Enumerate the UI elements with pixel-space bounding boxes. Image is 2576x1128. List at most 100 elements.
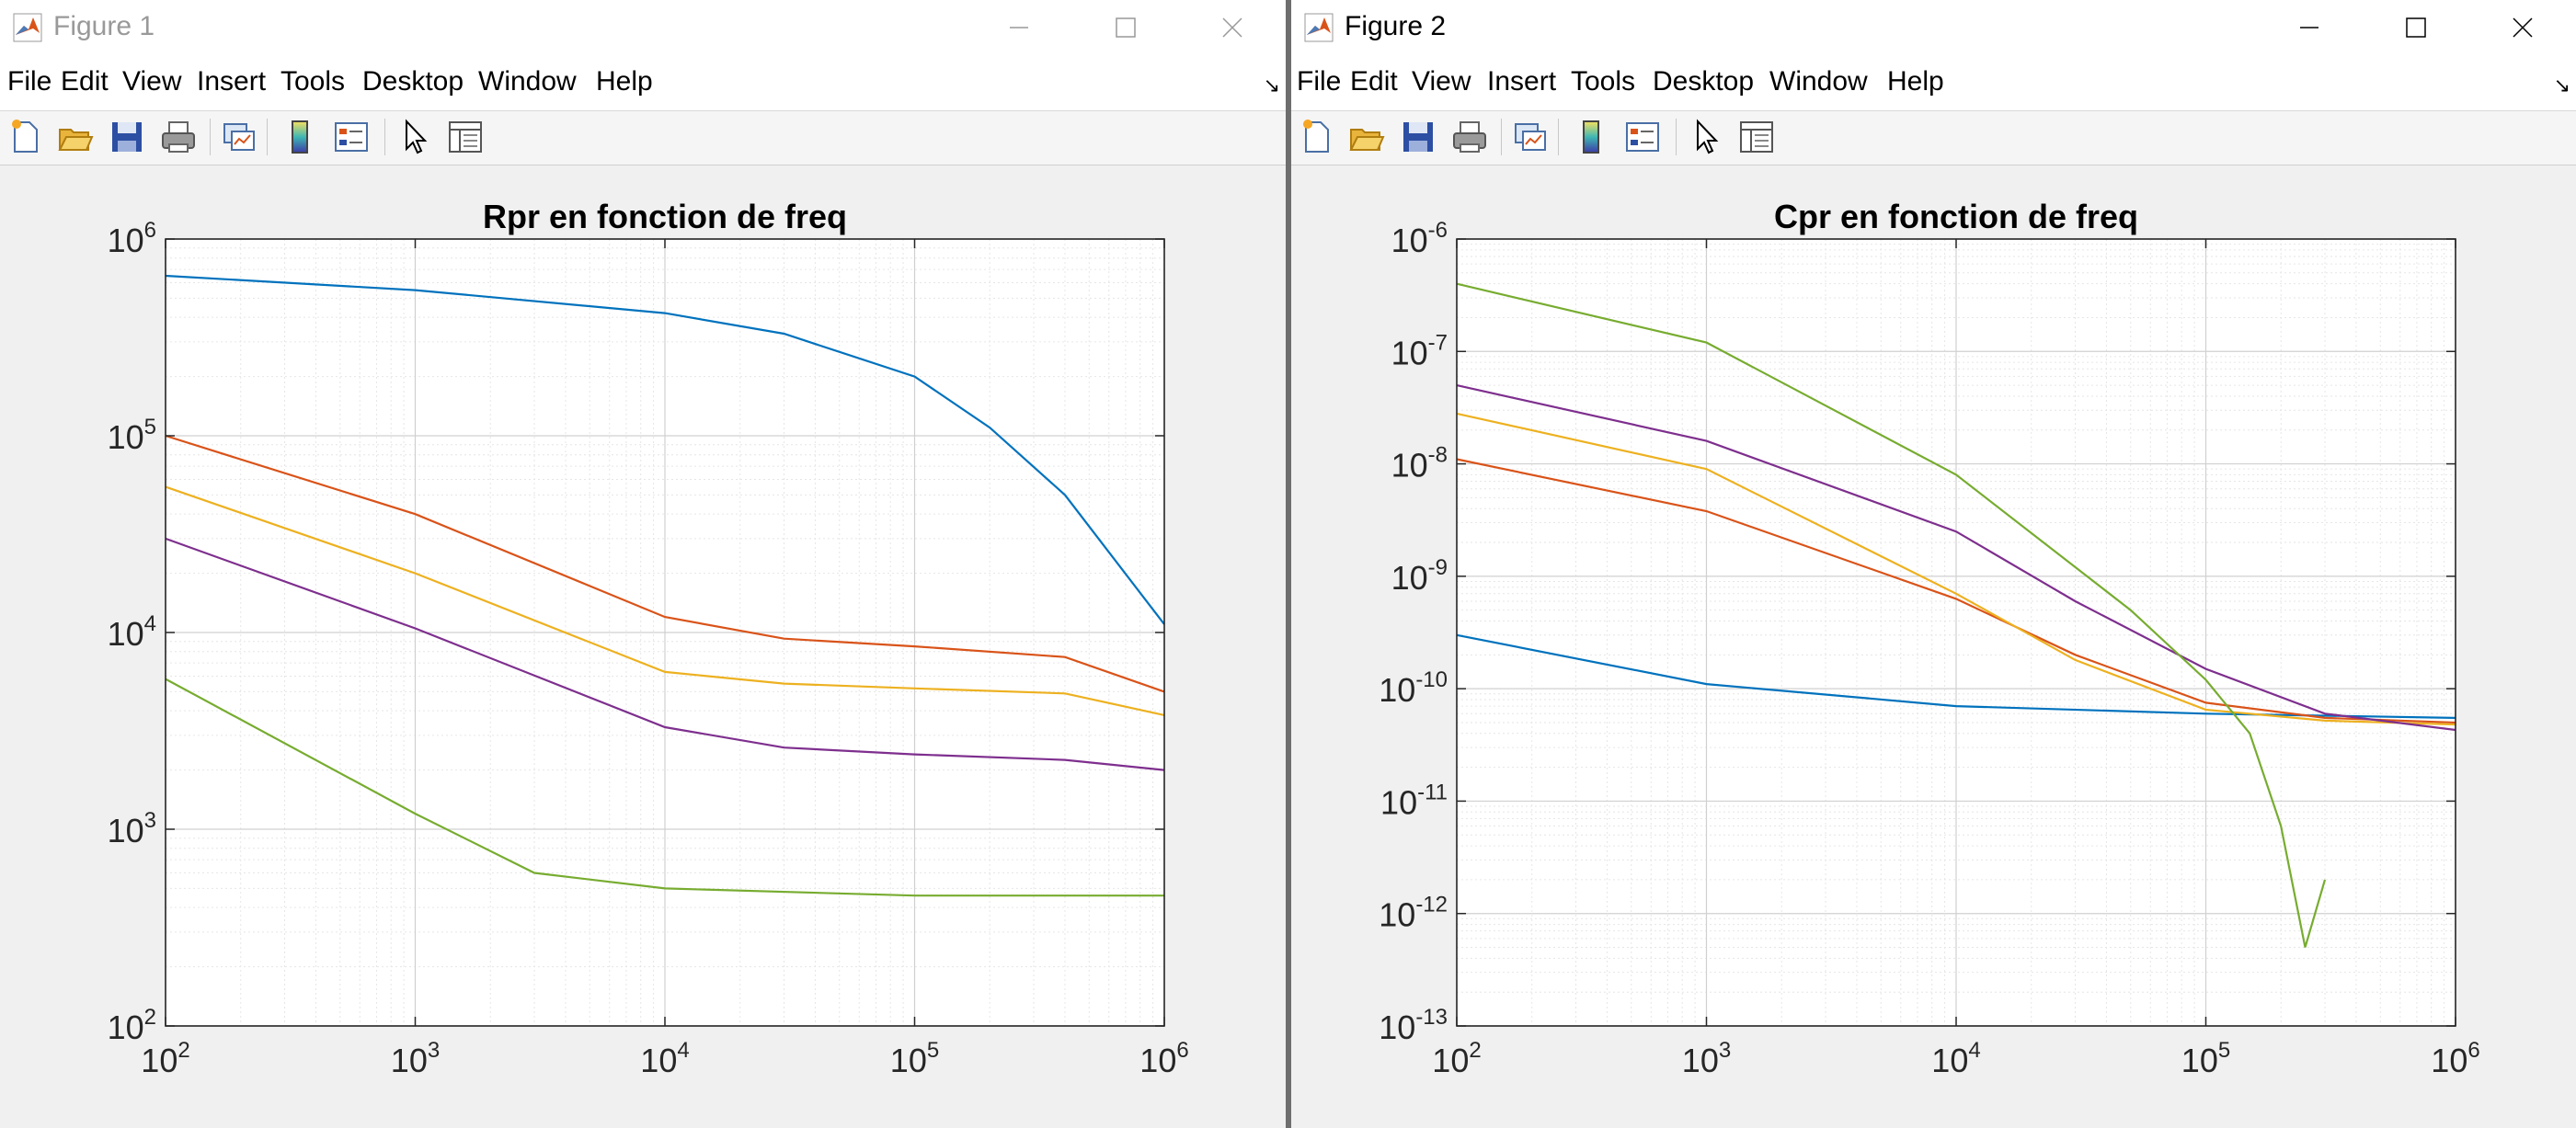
open-file-button[interactable] (53, 115, 97, 159)
close-icon (2513, 17, 2533, 38)
insert-legend-button[interactable] (329, 115, 373, 159)
print-icon (162, 121, 195, 153)
menu-help[interactable]: Help (1887, 66, 1944, 97)
series-line-1[interactable] (1456, 633, 2456, 719)
figure-toolbar (0, 110, 1286, 165)
print-icon (1453, 121, 1486, 153)
series-line-1[interactable] (165, 274, 1165, 625)
maximize-button[interactable] (2363, 0, 2469, 55)
series-line-2[interactable] (165, 434, 1165, 693)
menu-file[interactable]: File (1297, 66, 1342, 97)
menu-tools[interactable]: Tools (280, 66, 346, 97)
chart-title: Cpr en fonction de freq (1774, 198, 2138, 235)
open-file-icon (58, 129, 94, 151)
y-tick-label: 10-6 (1391, 218, 1448, 259)
menu-desktop[interactable]: Desktop (1653, 66, 1755, 97)
link-plot-button[interactable] (1508, 115, 1552, 159)
insert-colorbar-button[interactable] (1569, 115, 1613, 159)
close-button[interactable] (2469, 0, 2576, 55)
property-inspector-button[interactable] (1735, 115, 1779, 159)
grid-lines (165, 238, 1165, 1027)
insert-colorbar-icon (292, 120, 308, 154)
new-figure-button[interactable] (4, 115, 48, 159)
menu-bar: File Edit View Insert Tools Desktop Wind… (1291, 55, 2576, 110)
title-bar[interactable]: Figure 2 (1291, 0, 2576, 55)
pointer-arrow-icon (406, 119, 428, 154)
x-tick-label: 104 (1931, 1038, 1980, 1079)
edit-plot-button[interactable] (392, 115, 436, 159)
minimize-button[interactable] (2256, 0, 2363, 55)
cpr-chart[interactable]: 102 103 104 105 106 10-13 10-12 10-11 10-10 10-9 1… (1291, 165, 2576, 1128)
y-tick-label: 10-10 (1379, 667, 1448, 709)
property-inspector-icon (1740, 121, 1773, 153)
series-line-5[interactable] (165, 678, 1164, 897)
x-tick-label: 102 (141, 1038, 189, 1079)
menu-view[interactable]: View (122, 66, 182, 97)
y-tick-label: 10-11 (1380, 780, 1448, 821)
save-icon (1403, 122, 1433, 152)
figure-window-2: Figure 2 File Edit View Insert Tools Des… (1291, 0, 2576, 1128)
edit-plot-button[interactable] (1683, 115, 1727, 159)
series-line-4[interactable] (1456, 384, 2456, 732)
close-button[interactable] (1179, 0, 1286, 55)
toolbar-separator (267, 119, 268, 155)
property-inspector-icon (449, 121, 482, 153)
rpr-chart[interactable]: 102 103 104 105 106 102 103 104 105 106 Rpr en fon… (0, 165, 1286, 1128)
maximize-button[interactable] (1072, 0, 1179, 55)
print-button[interactable] (156, 115, 200, 159)
menu-insert[interactable]: Insert (197, 66, 267, 97)
window-title: Figure 2 (1345, 11, 1447, 41)
insert-colorbar-button[interactable] (278, 115, 322, 159)
print-button[interactable] (1448, 115, 1492, 159)
link-plot-button[interactable] (217, 115, 261, 159)
series-line-3[interactable] (165, 485, 1165, 716)
y-tick-label: 10-12 (1379, 893, 1448, 934)
menu-window[interactable]: Window (478, 66, 577, 97)
title-bar[interactable]: Figure 1 (0, 0, 1286, 55)
plot-area: 102 103 104 105 106 102 103 104 105 106 Rpr en fon… (0, 165, 1286, 1128)
dock-figure-icon[interactable]: ↘ (1263, 74, 1280, 97)
menu-tools[interactable]: Tools (1571, 66, 1636, 97)
new-figure-button[interactable] (1295, 115, 1339, 159)
menu-insert[interactable]: Insert (1487, 66, 1557, 97)
menu-file[interactable]: File (7, 66, 52, 97)
insert-legend-icon (335, 122, 368, 152)
link-plot-icon (223, 123, 255, 151)
property-inspector-button[interactable] (443, 115, 487, 159)
menu-window[interactable]: Window (1769, 66, 1868, 97)
x-tick-label: 102 (1432, 1038, 1481, 1079)
window-divider (1286, 0, 1291, 1128)
menu-edit[interactable]: Edit (1350, 66, 1398, 97)
series-line-4[interactable] (165, 537, 1165, 771)
maximize-icon (2406, 17, 2426, 38)
matlab-logo-icon (1304, 13, 1334, 42)
y-tick-label: 10-13 (1379, 1005, 1448, 1046)
matlab-logo-icon (13, 13, 42, 42)
x-tick-label: 105 (2181, 1038, 2230, 1079)
menu-view[interactable]: View (1412, 66, 1471, 97)
close-icon (1222, 17, 1242, 38)
dock-figure-icon[interactable]: ↘ (2553, 74, 2570, 97)
y-tick-label: 10-7 (1391, 330, 1448, 371)
save-button[interactable] (105, 115, 149, 159)
y-tick-label: 10-9 (1391, 555, 1448, 597)
new-figure-icon (1303, 120, 1329, 153)
minimize-icon (1010, 27, 1028, 28)
series-line-2[interactable] (1456, 458, 2456, 724)
open-file-button[interactable] (1345, 115, 1389, 159)
insert-legend-button[interactable] (1620, 115, 1665, 159)
toolbar-separator (210, 119, 211, 155)
menu-edit[interactable]: Edit (61, 66, 109, 97)
toolbar-separator (384, 119, 385, 155)
minimize-button[interactable] (966, 0, 1072, 55)
y-tick-label: 103 (108, 808, 156, 849)
x-tick-label: 106 (2431, 1038, 2479, 1079)
x-tick-label: 104 (640, 1038, 689, 1079)
menu-help[interactable]: Help (596, 66, 653, 97)
series-line-5[interactable] (1456, 282, 2327, 948)
series-line-3[interactable] (1456, 412, 2456, 726)
save-button[interactable] (1396, 115, 1440, 159)
new-figure-icon (12, 120, 38, 153)
link-plot-icon (1515, 123, 1546, 151)
menu-desktop[interactable]: Desktop (362, 66, 464, 97)
